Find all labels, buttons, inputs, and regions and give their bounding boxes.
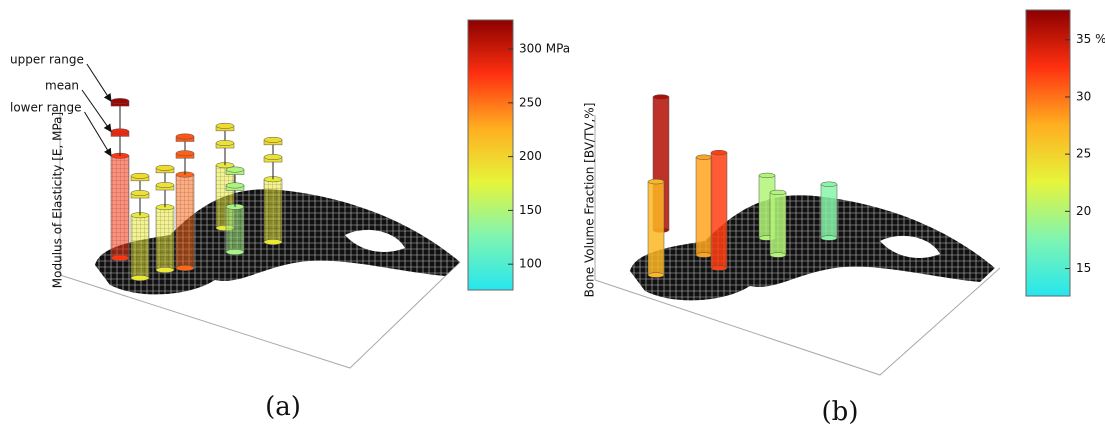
range-disc-top: [264, 154, 282, 159]
range-disc-top: [176, 134, 194, 139]
cylinder-top: [759, 173, 775, 178]
cylinder-bottom: [156, 267, 174, 272]
cylinder-mesh: [226, 207, 244, 252]
colorbar-tick-label: 100: [519, 257, 542, 271]
cylinder-top: [821, 182, 837, 187]
annotation-arrow: [85, 112, 111, 156]
cylinder-bottom: [226, 249, 244, 254]
range-disc-top: [156, 182, 174, 187]
annotation: mean: [45, 79, 79, 93]
range-disc-top: [131, 173, 149, 178]
cylinder-top: [770, 190, 786, 195]
caption: (a): [265, 392, 301, 422]
range-disc-top: [226, 183, 244, 188]
cylinder-mesh: [176, 175, 194, 268]
bone-section-b: [630, 195, 995, 300]
colorbar-tick-label: 30: [1076, 89, 1091, 103]
cylinder-bottom: [696, 253, 712, 258]
cylinder-body: [770, 192, 786, 255]
cylinder-top: [696, 155, 712, 160]
colorbar-tick-label: 200: [519, 149, 542, 163]
cylinder-top: [711, 150, 727, 155]
range-disc-top: [216, 123, 234, 128]
colorbar-tick-label: 15: [1076, 261, 1091, 275]
colorbar-tick-label: 35 %: [1076, 32, 1105, 46]
annotation-arrow: [87, 64, 111, 101]
cylinder-top: [653, 95, 669, 100]
annotation-arrow: [82, 90, 111, 131]
cylinder-mesh: [156, 207, 174, 270]
range-disc-top: [264, 137, 282, 142]
colorbar-tick-label: 20: [1076, 204, 1091, 218]
cylinder-bottom: [176, 265, 194, 270]
range-disc-top: [111, 98, 129, 103]
cylinder-body: [821, 184, 837, 238]
z-axis-label: Modulus of Elasticity [E, MPa]: [51, 112, 65, 288]
cylinder-bottom: [770, 253, 786, 258]
colorbar-tick-label: 300 MPa: [519, 42, 570, 56]
cylinder-bottom: [264, 239, 282, 244]
cylinder-top: [648, 179, 664, 184]
annotation: upper range: [10, 53, 84, 67]
cylinder-mesh: [131, 215, 149, 278]
cylinder-bottom: [711, 266, 727, 271]
colorbar-tick-label: 250: [519, 95, 542, 109]
z-axis-label: Bone Volume Fraction [BV/TV,%]: [583, 103, 597, 298]
colorbar: [1026, 10, 1070, 296]
annotation: lower range: [10, 101, 82, 115]
range-disc-top: [131, 190, 149, 195]
figure: (a) (b) Modulus of Elasticity [E, MPa] B…: [0, 0, 1105, 433]
colorbar-tick-label: 150: [519, 203, 542, 217]
range-disc-top: [226, 167, 244, 172]
range-disc-top: [216, 140, 234, 145]
colorbar: [468, 20, 513, 290]
cylinder-bottom: [131, 275, 149, 280]
cylinder-bottom: [111, 255, 129, 260]
cylinder-body: [648, 182, 664, 275]
cylinder-bottom: [821, 236, 837, 241]
cylinder-mesh: [264, 179, 282, 242]
caption: (b): [822, 397, 859, 427]
cylinder-body: [711, 153, 727, 268]
range-disc-top: [156, 165, 174, 170]
cylinder-body: [696, 157, 712, 255]
colorbar-tick-label: 25: [1076, 147, 1091, 161]
cylinder-bottom: [648, 273, 664, 278]
cylinder-mesh: [111, 156, 129, 258]
range-disc-top: [111, 129, 129, 134]
range-disc-top: [176, 151, 194, 156]
